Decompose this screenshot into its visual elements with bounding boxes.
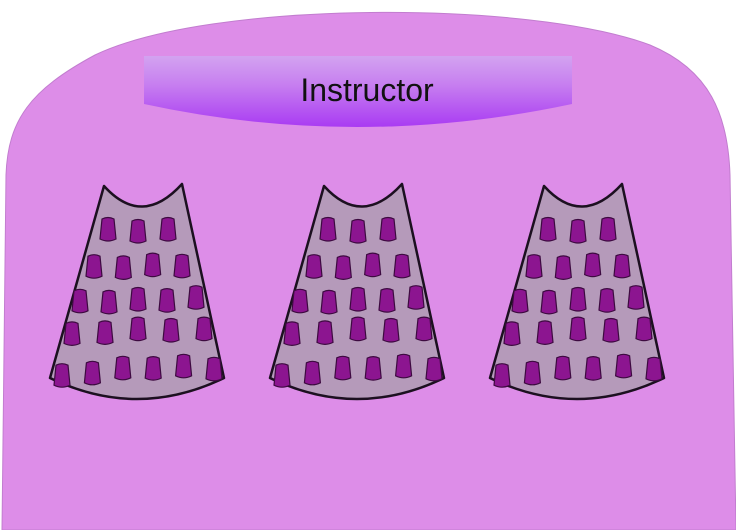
seat-left-r5-s6 bbox=[205, 356, 223, 382]
seat-left-r3-s3 bbox=[129, 286, 147, 312]
seat-left-r4-s5 bbox=[195, 316, 213, 342]
seat-center-r1-s2 bbox=[349, 218, 367, 244]
seat-left-r4-s4 bbox=[162, 317, 180, 343]
seat-left-r3-s4 bbox=[158, 288, 176, 313]
seat-center-r2-s1 bbox=[305, 254, 323, 279]
seat-left-r2-s3 bbox=[144, 252, 162, 278]
seat-center-r5-s6 bbox=[425, 356, 443, 382]
seat-center-r4-s5 bbox=[415, 316, 433, 342]
seat-right-r5-s4 bbox=[584, 356, 602, 381]
seat-right-r4-s2 bbox=[536, 320, 554, 345]
seat-right-r2-s1 bbox=[525, 254, 543, 279]
seat-left-r3-s2 bbox=[100, 289, 118, 315]
seat-left-r2-s1 bbox=[85, 254, 103, 279]
seat-center-r5-s4 bbox=[364, 356, 382, 381]
seat-center-r5-s3 bbox=[334, 355, 352, 381]
instructor-label: Instructor bbox=[300, 72, 434, 108]
seat-center-r5-s2 bbox=[303, 360, 322, 386]
seat-left-r4-s1 bbox=[63, 321, 81, 346]
seat-center-r3-s2 bbox=[320, 289, 338, 315]
seat-center-r3-s3 bbox=[349, 286, 367, 312]
seat-right-r2-s3 bbox=[584, 252, 602, 278]
seat-center-r3-s4 bbox=[378, 288, 396, 313]
seat-left-r5-s4 bbox=[144, 356, 162, 381]
seat-center-r2-s2 bbox=[334, 255, 352, 280]
seat-right-r5-s5 bbox=[614, 353, 633, 379]
seat-right-r5-s1 bbox=[493, 363, 511, 388]
seat-left-r2-s4 bbox=[173, 253, 191, 279]
seat-left-r4-s2 bbox=[96, 320, 114, 345]
seat-left-r2-s2 bbox=[114, 255, 132, 280]
seat-right-r4-s5 bbox=[635, 316, 653, 342]
seating-section-right bbox=[488, 182, 666, 401]
seat-right-r5-s2 bbox=[523, 360, 542, 386]
seat-center-r3-s5 bbox=[407, 285, 425, 310]
seat-right-r4-s3 bbox=[569, 316, 587, 342]
seat-left-r1-s3 bbox=[159, 216, 177, 242]
seat-right-r3-s4 bbox=[598, 288, 616, 313]
seating-sections bbox=[48, 182, 666, 401]
seat-left-r1-s1 bbox=[99, 216, 117, 242]
seating-section-left bbox=[48, 182, 226, 401]
seating-section-center bbox=[268, 182, 446, 401]
seat-right-r3-s3 bbox=[569, 286, 587, 312]
seat-center-r5-s5 bbox=[394, 353, 413, 379]
instructor-stage bbox=[144, 56, 572, 127]
seat-right-r2-s4 bbox=[613, 253, 631, 279]
seat-right-r2-s2 bbox=[554, 255, 572, 280]
seat-left-r4-s3 bbox=[129, 316, 147, 342]
seat-left-r1-s2 bbox=[129, 218, 147, 244]
seat-center-r5-s1 bbox=[273, 363, 291, 388]
seat-right-r1-s3 bbox=[599, 216, 617, 242]
seat-left-r5-s1 bbox=[53, 363, 71, 388]
seat-right-r4-s4 bbox=[602, 317, 620, 343]
seat-center-r4-s4 bbox=[382, 317, 400, 343]
seat-center-r1-s3 bbox=[379, 216, 397, 242]
seat-right-r3-s2 bbox=[540, 289, 558, 315]
seat-left-r3-s5 bbox=[187, 285, 205, 310]
seat-center-r4-s3 bbox=[349, 316, 367, 342]
seat-left-r3-s1 bbox=[71, 288, 89, 314]
seat-right-r1-s2 bbox=[569, 218, 587, 244]
seat-left-r5-s2 bbox=[83, 360, 102, 386]
seat-right-r4-s1 bbox=[503, 321, 521, 346]
seat-right-r3-s1 bbox=[511, 288, 529, 314]
seat-center-r1-s1 bbox=[319, 216, 337, 242]
seat-center-r2-s4 bbox=[393, 253, 411, 279]
seat-right-r3-s5 bbox=[627, 285, 645, 310]
seat-right-r5-s3 bbox=[554, 355, 572, 381]
seat-center-r4-s1 bbox=[283, 321, 301, 346]
seat-center-r4-s2 bbox=[316, 320, 334, 345]
seat-right-r1-s1 bbox=[539, 216, 557, 242]
seat-left-r5-s5 bbox=[174, 353, 193, 379]
seat-right-r5-s6 bbox=[645, 356, 663, 382]
seat-center-r3-s1 bbox=[291, 288, 309, 314]
seat-center-r2-s3 bbox=[364, 252, 382, 278]
seat-left-r5-s3 bbox=[114, 355, 132, 381]
